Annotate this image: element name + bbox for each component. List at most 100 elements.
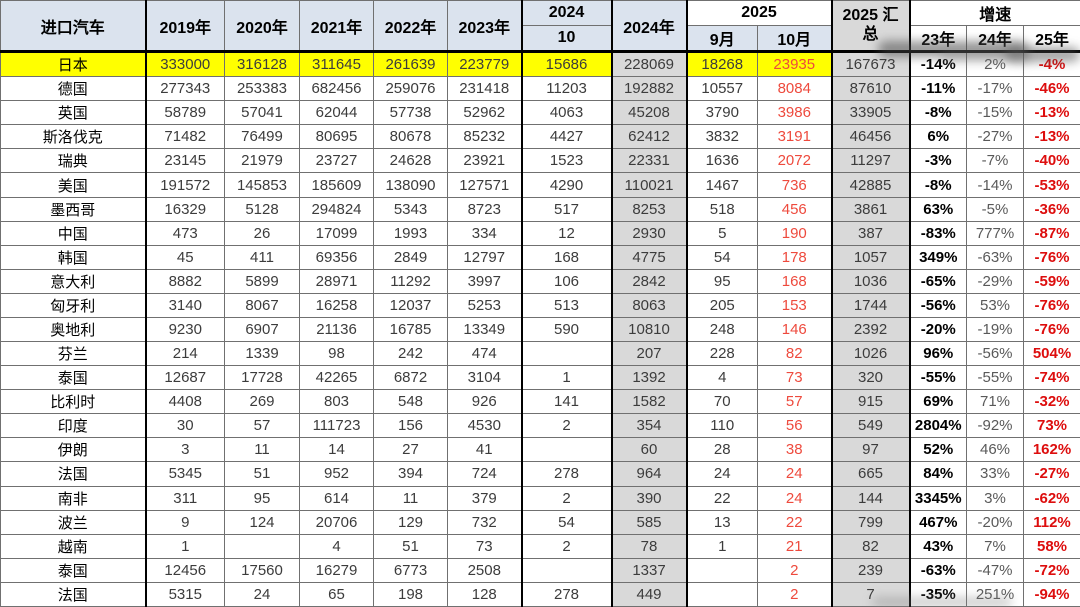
data-cell: 97 [830,437,910,463]
data-cell: 56 [757,413,832,439]
data-cell: 95 [224,485,300,511]
data-cell [224,533,300,559]
data-cell: -4% [1022,50,1080,78]
col-header-2020: 2020年 [224,0,300,52]
data-cell: 65 [299,581,374,607]
data-cell: 724 [447,461,522,487]
data-cell: 3986 [757,100,832,126]
data-cell: 78 [610,533,687,559]
data-cell: 311 [144,485,225,511]
data-cell: 80695 [299,124,374,150]
data-cell: 585 [610,509,687,535]
country-cell: 波兰 [0,509,146,535]
data-cell: -53% [1022,172,1080,198]
data-cell: 82 [830,533,910,559]
data-cell: -87% [1022,220,1080,246]
data-cell: 51 [224,461,300,487]
country-cell: 日本 [0,50,146,78]
data-cell: 52962 [447,100,522,126]
data-cell: 54 [520,509,612,535]
data-cell: -76% [1022,316,1080,343]
data-cell: 7 [830,581,910,607]
data-cell: 20706 [299,509,374,535]
data-cell: 207 [610,341,687,367]
data-cell: 146 [757,316,832,343]
data-cell: 3140 [144,292,225,318]
data-cell: 23727 [299,148,374,174]
table-row: 南非 311 95 614 11 379 2 390 22 24 144 3345% 3% -62% [0,485,1080,511]
data-cell: 70 [685,389,758,415]
data-cell: 98 [299,341,374,367]
country-cell: 墨西哥 [0,196,146,222]
data-cell: 60 [610,437,687,463]
data-cell: 5128 [224,196,300,222]
data-cell: 12797 [447,244,522,270]
data-cell: 1026 [830,341,910,367]
data-cell: -8% [908,100,967,126]
data-cell: 333000 [144,50,225,78]
data-cell: 153 [757,292,832,318]
data-cell: 33% [966,461,1024,487]
data-cell: 12 [520,220,612,246]
data-cell: 682456 [299,76,374,102]
data-cell: -7% [966,148,1024,174]
data-cell: 21979 [224,148,300,174]
data-cell [685,557,758,583]
table-row: 奥地利 9230 6907 21136 16785 13349 590 10810 248 146… [0,316,1080,343]
table-row: 泰国 12687 17728 42265 6872 3104 1 1392 4 73 320 -55%… [0,365,1080,391]
data-cell: 8253 [610,196,687,222]
data-cell: 2 [757,581,832,607]
table-row: 斯洛伐克 71482 76499 80695 80678 85232 4427 62412 38… [0,124,1080,150]
data-cell: 5315 [144,581,225,607]
data-cell: 3861 [830,196,910,222]
data-cell: 17099 [299,220,374,246]
data-cell: 4775 [610,244,687,270]
col-header-2024-oct-top: 2024 [520,0,612,26]
country-cell: 法国 [0,581,146,607]
data-cell: 30 [144,413,225,439]
data-cell: 12456 [144,557,225,583]
table-row: 法国 5345 51 952 394 724 278 964 24 24 665 84% 33% -27% [0,461,1080,487]
data-cell: -14% [908,50,967,78]
country-cell: 法国 [0,461,146,487]
data-cell: 10810 [610,316,687,343]
data-cell: 926 [447,389,522,415]
data-cell: 205 [685,292,758,318]
data-cell: 548 [373,389,448,415]
data-cell: 732 [447,509,522,535]
data-cell: 71482 [144,124,225,150]
data-cell: 4530 [447,413,522,439]
data-cell: 3832 [685,124,758,150]
data-cell: 8063 [610,292,687,318]
data-cell: 1036 [830,268,910,294]
data-cell: 1 [685,533,758,559]
data-cell: 2 [520,485,612,511]
data-cell: -27% [966,124,1024,150]
data-cell: 27 [373,437,448,463]
data-cell: -27% [1022,461,1080,487]
table-row: 印度 30 57 111723 156 4530 2 354 110 56 549 2804% -92%… [0,413,1080,439]
country-cell: 英国 [0,100,146,126]
data-cell: 167673 [830,50,910,78]
data-cell: 38 [757,437,832,463]
data-cell: 71% [966,389,1024,415]
data-cell: -47% [966,557,1024,583]
data-cell: 124 [224,509,300,535]
data-cell: -56% [908,292,967,318]
data-cell: 26 [224,220,300,246]
data-cell: 73 [447,533,522,559]
data-cell: 24 [757,485,832,511]
data-cell: 138090 [373,172,448,198]
data-cell: 799 [830,509,910,535]
data-cell [685,581,758,607]
data-cell: 2% [966,50,1024,78]
data-cell: 2849 [373,244,448,270]
table-row: 匈牙利 3140 8067 16258 12037 5253 513 8063 205 153 17… [0,292,1080,318]
data-cell: 952 [299,461,374,487]
country-cell: 韩国 [0,244,146,270]
data-cell: 62044 [299,100,374,126]
data-cell: 231418 [447,76,522,102]
col-header-2021: 2021年 [299,0,374,52]
data-cell: 58789 [144,100,225,126]
data-cell: 394 [373,461,448,487]
